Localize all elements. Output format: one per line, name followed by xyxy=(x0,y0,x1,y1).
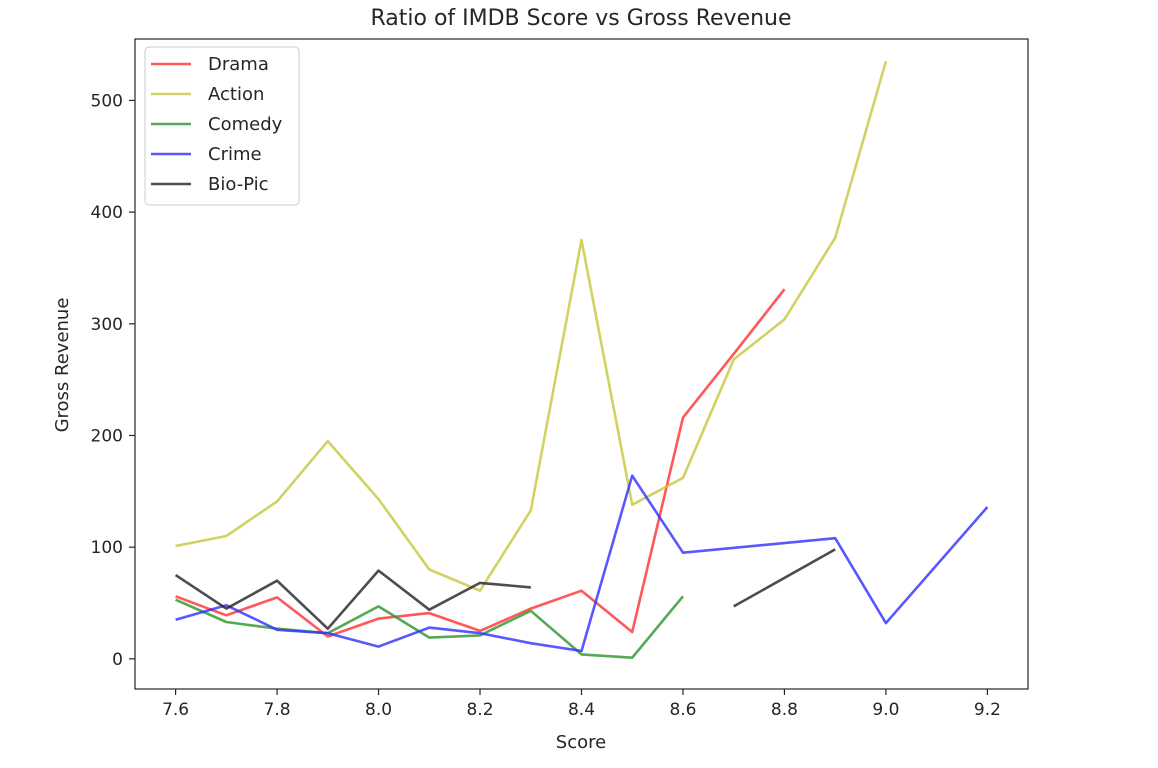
y-tick-label: 400 xyxy=(91,203,123,223)
legend-box xyxy=(144,46,300,206)
x-tick-label: 8.8 xyxy=(771,700,798,720)
series-line-bio-pic-1 xyxy=(733,548,836,608)
x-tick-label: 9.2 xyxy=(974,700,1001,720)
legend-label: Bio-Pic xyxy=(208,174,269,195)
x-tick-label: 8.4 xyxy=(568,700,595,720)
x-tick-label: 8.0 xyxy=(365,700,392,720)
x-tick-label: 9.0 xyxy=(872,700,899,720)
legend-label: Comedy xyxy=(208,114,283,135)
y-tick-label: 500 xyxy=(91,91,123,111)
chart-title: Ratio of IMDB Score vs Gross Revenue xyxy=(370,6,791,31)
y-tick-label: 300 xyxy=(91,315,123,335)
x-tick-label: 8.6 xyxy=(669,700,696,720)
y-tick-label: 0 xyxy=(112,650,123,670)
legend-label: Drama xyxy=(208,54,269,75)
y-tick-label: 100 xyxy=(91,538,123,558)
legend: Drama Action Comedy Crime Bio-Pic xyxy=(144,46,300,206)
series-line-crime-0 xyxy=(175,474,989,653)
legend-label: Action xyxy=(208,84,264,105)
plot-frame xyxy=(134,38,1029,690)
series-line-comedy-0 xyxy=(175,595,685,660)
axis-ticks: 7.6 7.8 8.0 8.2 8.4 8.6 8.8 9.0 9.2 0 100 200 300 400… xyxy=(91,91,1001,720)
legend-label: Crime xyxy=(208,144,262,165)
series-lines xyxy=(174,60,989,660)
y-tick-label: 200 xyxy=(91,426,123,446)
y-axis-label: Gross Revenue xyxy=(52,298,73,433)
x-tick-label: 7.6 xyxy=(162,700,189,720)
x-axis-label: Score xyxy=(556,732,606,753)
series-line-action-0 xyxy=(175,60,888,593)
x-tick-label: 7.8 xyxy=(264,700,291,720)
x-tick-label: 8.2 xyxy=(466,700,493,720)
series-line-drama-0 xyxy=(175,288,786,638)
series-line-bio-pic-0 xyxy=(174,569,531,631)
